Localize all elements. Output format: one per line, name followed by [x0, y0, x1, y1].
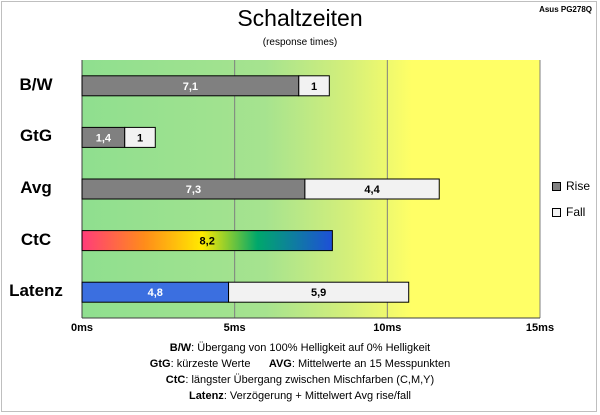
chart-title: Schaltzeiten [237, 5, 363, 31]
data-label-rise: 4,8 [148, 287, 163, 299]
data-label-fall: 4,4 [364, 184, 380, 196]
category-label: CtC [20, 229, 52, 249]
x-tick-label: 15ms [525, 322, 555, 334]
x-tick-label: 5ms [223, 322, 246, 334]
note-ctc: CtC: längster Übergang zwischen Mischfar… [165, 374, 435, 386]
legend-label-fall: Fall [566, 205, 586, 219]
x-tick-label: 0ms [70, 322, 94, 334]
category-label: Latenz [9, 281, 63, 301]
note-bw: B/W: Übergang von 100% Helligkeit auf 0%… [169, 342, 431, 354]
data-label-rise: 7,3 [186, 184, 201, 196]
category-label: B/W [19, 74, 53, 94]
data-label-fall: 1 [311, 81, 317, 93]
category-label: Avg [20, 178, 52, 197]
bar-fall [304, 178, 440, 200]
model-label: Asus PG278Q [539, 5, 592, 14]
legend-label-rise: Rise [566, 179, 591, 193]
legend-swatch-fall [552, 208, 561, 217]
bar-fall [228, 281, 410, 303]
category-label: GtG [19, 126, 53, 146]
note-gtg-avg: GtG: kürzeste Werte AVG: Mittelwerte an … [149, 358, 451, 370]
note-latenz: Latenz: Verzögerung + Mittelwert Avg ris… [188, 390, 412, 402]
bar-fall [124, 126, 156, 148]
legend-swatch-rise [552, 182, 561, 191]
bar-rise [81, 230, 333, 252]
data-label-fall: 1 [137, 132, 143, 144]
chart-subtitle: (response times) [262, 37, 338, 48]
x-tick-label: 10ms [373, 322, 402, 334]
bar-fall [298, 75, 330, 97]
data-label-rise: 8,2 [200, 236, 215, 248]
data-label-fall: 5,9 [311, 287, 326, 299]
data-label-rise: 7,1 [183, 81, 198, 93]
data-label-rise: 1,4 [96, 132, 112, 144]
footnotes: B/W: Übergang von 100% Helligkeit auf 0%… [0, 340, 600, 404]
